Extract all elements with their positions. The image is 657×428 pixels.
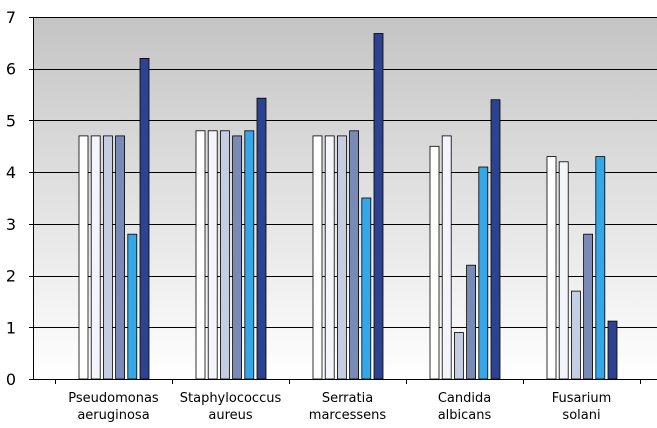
bar-1-5 xyxy=(256,97,267,380)
bar-2-3 xyxy=(349,130,360,380)
bar-1-4 xyxy=(244,130,255,380)
bar-0-0 xyxy=(78,135,89,380)
x-tick-label-4-line-0: Fusarium xyxy=(552,391,612,406)
bar-3-1 xyxy=(441,135,452,380)
bar-1-0 xyxy=(195,130,206,380)
y-tick-label-3: 3 xyxy=(6,215,16,234)
bar-2-1 xyxy=(324,135,335,380)
bar-3-3 xyxy=(466,264,477,380)
bar-4-3 xyxy=(583,233,593,380)
bar-2-4 xyxy=(361,197,372,380)
x-tick-label-4-line-1: solani xyxy=(562,408,600,423)
bar-4-0 xyxy=(546,156,557,380)
bar-4-1 xyxy=(558,161,569,380)
bar-0-1 xyxy=(90,135,101,380)
x-tick-label-2-line-1: marcessens xyxy=(309,408,387,423)
y-tick-label-7: 7 xyxy=(6,8,16,27)
bar-3-5 xyxy=(490,99,501,380)
x-tick-label-1-line-1: aureus xyxy=(208,408,253,423)
x-tick-label-1-line-0: Staphylococcus xyxy=(180,391,282,406)
x-tick-label-0-line-1: aeruginosa xyxy=(77,408,149,423)
y-tick-label-0: 0 xyxy=(6,370,16,389)
bar-3-2 xyxy=(453,332,464,380)
x-tick-label-0-line-0: Pseudomonas xyxy=(68,391,159,406)
y-tick-label-2: 2 xyxy=(6,267,16,286)
bar-3-4 xyxy=(478,166,489,380)
y-tick-label-4: 4 xyxy=(6,163,16,182)
x-tick-label-3-line-1: albicans xyxy=(438,408,492,423)
y-tick-label-1: 1 xyxy=(6,318,16,337)
bar-3-0 xyxy=(429,145,440,380)
axes xyxy=(29,17,657,384)
y-tick-label-5: 5 xyxy=(6,111,16,130)
x-tick-label-2-line-0: Serratia xyxy=(322,391,373,406)
y-tick-labels: 0 1 2 3 4 5 6 7 xyxy=(6,8,16,389)
bar-0-4 xyxy=(127,233,138,380)
bar-0-5 xyxy=(139,58,150,380)
x-tick-label-3-line-0: Candida xyxy=(438,391,491,406)
bar-2-5 xyxy=(373,33,384,380)
bars xyxy=(78,33,618,380)
bar-2-0 xyxy=(312,135,323,380)
bar-4-2 xyxy=(571,290,581,380)
bar-4-5 xyxy=(607,320,618,380)
y-tick-label-6: 6 xyxy=(6,60,16,79)
bar-2-2 xyxy=(336,135,347,380)
bar-1-3 xyxy=(232,135,243,380)
bar-4-4 xyxy=(595,156,606,380)
bar-0-2 xyxy=(103,135,113,380)
x-tick-labels: Pseudomonas aeruginosa Staphylococcus aureu… xyxy=(68,391,611,423)
bar-0-3 xyxy=(115,135,125,380)
bar-1-1 xyxy=(207,130,218,380)
bar-1-2 xyxy=(219,130,230,380)
